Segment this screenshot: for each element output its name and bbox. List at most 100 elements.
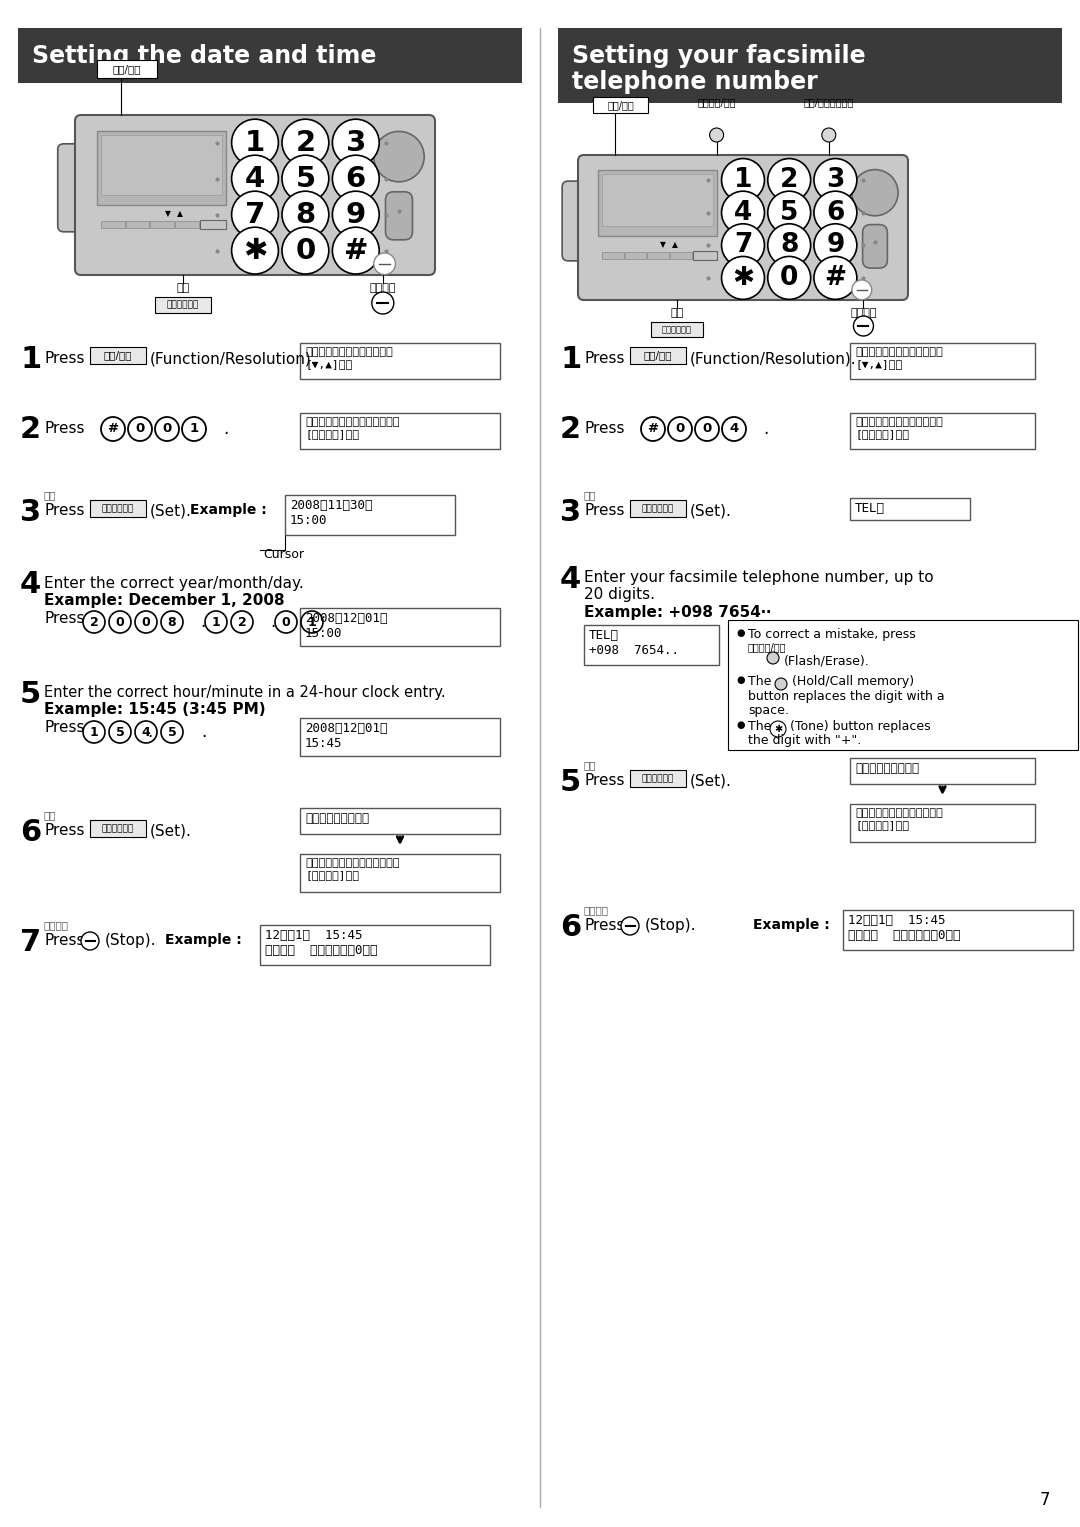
Bar (97, 60, 157, 78)
Circle shape (814, 257, 856, 299)
Text: ストップ: ストップ (584, 906, 609, 915)
Bar (18, 27, 522, 82)
Text: The: The (748, 721, 771, 733)
Bar (175, 220, 200, 228)
Text: Press: Press (44, 611, 84, 626)
Text: ▼: ▼ (660, 240, 666, 249)
Bar (260, 925, 490, 965)
Text: #: # (343, 237, 368, 264)
Circle shape (372, 292, 394, 315)
Bar (125, 220, 149, 228)
Text: 機能/画質: 機能/画質 (112, 64, 141, 73)
Circle shape (721, 224, 765, 267)
Text: 9: 9 (826, 232, 845, 258)
Circle shape (156, 417, 179, 441)
Text: 2008年12月01日
15:45: 2008年12月01日 15:45 (305, 722, 388, 750)
Text: .: . (222, 420, 228, 438)
Text: ✱: ✱ (774, 724, 782, 734)
Text: 3: 3 (21, 498, 41, 527)
Circle shape (768, 159, 811, 202)
Bar (728, 620, 1078, 750)
Text: 2008年11月30日
15:00: 2008年11月30日 15:00 (291, 499, 373, 527)
Bar (630, 347, 686, 363)
Bar (100, 134, 222, 194)
Circle shape (282, 228, 328, 273)
Text: 5: 5 (780, 200, 798, 226)
Circle shape (721, 257, 765, 299)
FancyBboxPatch shape (563, 182, 589, 261)
Text: Example :: Example : (753, 918, 829, 931)
Bar (624, 252, 646, 260)
Text: 0: 0 (675, 423, 685, 435)
Text: Press: Press (584, 421, 624, 437)
Text: 決定: 決定 (584, 490, 596, 499)
Circle shape (333, 119, 379, 166)
Circle shape (775, 678, 787, 690)
Text: The: The (748, 675, 771, 689)
Text: Cursor: Cursor (264, 548, 303, 560)
Bar (843, 910, 1074, 950)
Text: telephone number: telephone number (572, 70, 818, 95)
Text: #: # (824, 264, 847, 290)
Text: 2: 2 (238, 615, 246, 629)
Text: Enter the correct hour/minute in a 24-hour clock entry.: Enter the correct hour/minute in a 24-ho… (44, 686, 446, 699)
Text: space.: space. (748, 704, 788, 718)
Text: (Stop).: (Stop). (105, 933, 157, 948)
Text: キノウ　トウロク　モード゛
[▼,▲]オス: キノウ トウロク モード゛ [▼,▲]オス (855, 347, 943, 368)
Text: the digit with "+".: the digit with "+". (748, 734, 861, 747)
Text: ✱: ✱ (732, 264, 754, 290)
Text: Press: Press (44, 502, 84, 518)
Text: Example :: Example : (190, 502, 267, 518)
Circle shape (374, 253, 395, 275)
Text: 5: 5 (116, 725, 124, 739)
Circle shape (282, 191, 328, 238)
Circle shape (301, 611, 323, 634)
Text: 3: 3 (826, 166, 845, 192)
FancyBboxPatch shape (863, 224, 888, 269)
Circle shape (275, 611, 297, 634)
Text: トウロク　シマシタ: トウロク シマシタ (305, 812, 369, 825)
Text: キャッチ/消去: キャッチ/消去 (748, 641, 786, 652)
Circle shape (231, 156, 279, 202)
Bar (300, 344, 500, 379)
Text: あんしん応答: あんしん応答 (167, 301, 199, 310)
Circle shape (109, 611, 131, 634)
Text: (Function/Resolution).: (Function/Resolution). (690, 351, 856, 366)
Text: Setting the date and time: Setting the date and time (32, 43, 376, 67)
Text: 12月　1日  15:45
ヨウケン  ロクオン　　0ケン: 12月 1日 15:45 ヨウケン ロクオン 0ケン (265, 928, 378, 957)
Text: 5: 5 (167, 725, 176, 739)
Text: 0: 0 (116, 615, 124, 629)
Circle shape (768, 191, 811, 234)
Circle shape (135, 721, 157, 744)
Text: Press: Press (44, 933, 84, 948)
Text: アナタノデ゛ンワ゛ンコ゛ウ
[ケッテイ]オス: アナタノデ゛ンワ゛ンコ゛ウ [ケッテイ]オス (855, 808, 943, 829)
Bar (90, 499, 146, 518)
Text: 20 digits.: 20 digits. (584, 586, 654, 602)
Text: 6: 6 (21, 818, 41, 847)
Bar (300, 808, 500, 834)
Text: .: . (200, 612, 205, 631)
Text: 6: 6 (346, 165, 366, 192)
Text: TEL？
+098  7654..: TEL？ +098 7654.. (589, 629, 679, 657)
Text: Press: Press (584, 773, 624, 788)
Text: Setting your facsimile: Setting your facsimile (572, 44, 866, 69)
Circle shape (135, 611, 157, 634)
Bar (90, 820, 146, 837)
Bar (602, 174, 713, 226)
Bar (850, 344, 1035, 379)
FancyBboxPatch shape (386, 192, 413, 240)
Circle shape (768, 257, 811, 299)
Text: あんしん応答: あんしん応答 (662, 325, 692, 334)
Text: 4: 4 (141, 725, 150, 739)
Text: 4: 4 (21, 570, 41, 599)
Text: 決定: 決定 (176, 282, 190, 293)
Text: (Set).: (Set). (690, 502, 732, 518)
Text: (Set).: (Set). (150, 823, 192, 838)
Circle shape (852, 279, 872, 299)
Text: Example :: Example : (165, 933, 242, 947)
Bar (300, 412, 500, 449)
Text: (Set).: (Set). (150, 502, 192, 518)
Text: あんしん応答: あんしん応答 (102, 504, 134, 513)
Text: 8: 8 (295, 200, 315, 229)
Circle shape (231, 611, 253, 634)
